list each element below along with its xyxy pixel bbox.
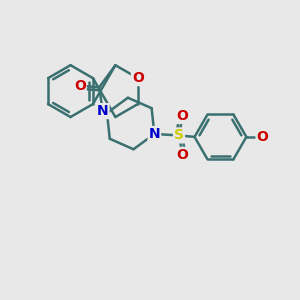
Text: S: S <box>174 128 184 142</box>
Text: O: O <box>256 130 268 144</box>
Text: N: N <box>148 127 160 141</box>
Text: O: O <box>132 71 144 85</box>
Text: O: O <box>177 109 188 123</box>
Text: O: O <box>74 79 86 93</box>
Text: N: N <box>97 104 109 118</box>
Text: O: O <box>177 148 188 162</box>
